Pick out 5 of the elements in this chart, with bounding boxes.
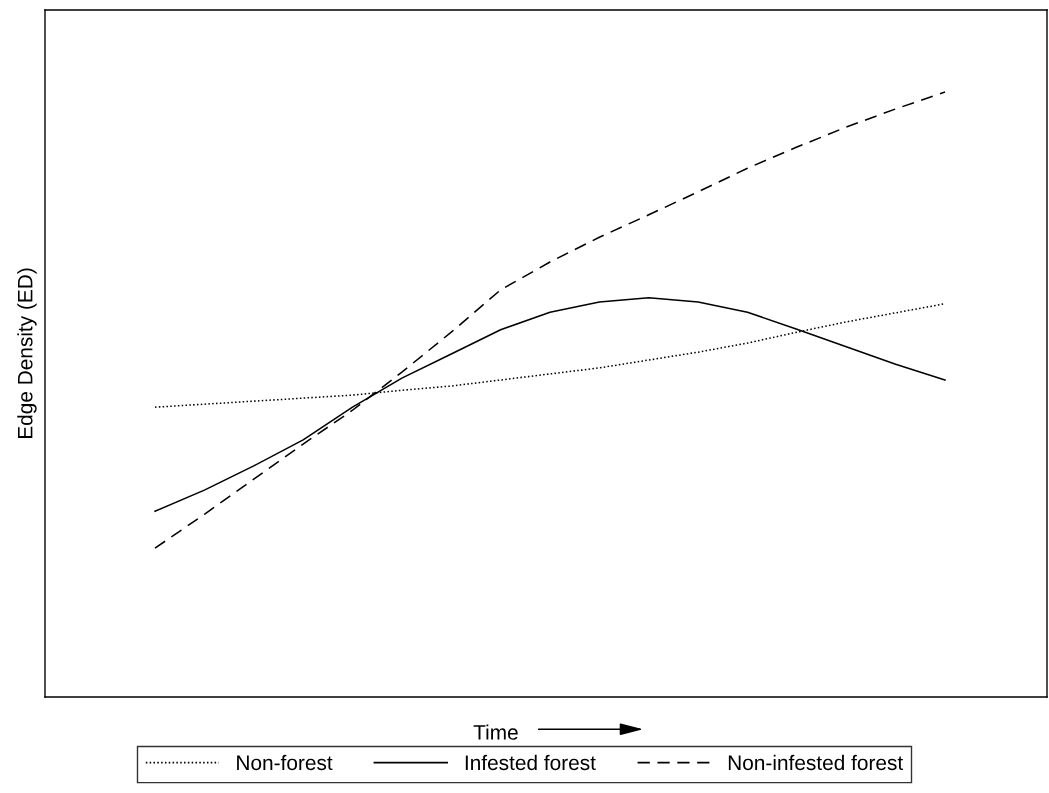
x-axis-title: Time [473, 724, 518, 740]
legend-label: Non-infested forest [728, 754, 904, 771]
legend-label: Non-forest [237, 754, 333, 771]
legend-label: Infested forest [465, 754, 596, 771]
y-axis-title: Edge Density (ED) [17, 268, 37, 439]
